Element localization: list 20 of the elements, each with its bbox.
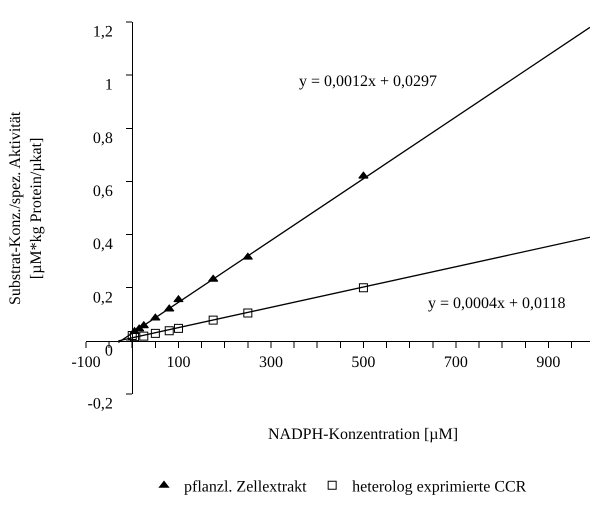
y-tick-label: 1,2	[92, 24, 113, 41]
annotation: y = 0,0004x + 0,0118	[428, 295, 566, 312]
y-tick-label: -0,2	[88, 396, 113, 413]
y-axis-title: Substrat-Konz./spez. Aktivität [µM*kg Protein/µkat]	[7, 111, 45, 305]
x-tick-label: 300	[258, 354, 283, 372]
y-tick-label: 0	[104, 342, 113, 360]
x-tick-label: 700	[444, 354, 468, 372]
y-tick-label: 1	[104, 76, 113, 94]
x-tick-label: 100	[166, 354, 190, 372]
x-tick-label: 900	[536, 354, 560, 372]
x-tick-label: 500	[351, 354, 376, 372]
annotation: y = 0,0012x + 0,0297	[299, 73, 438, 90]
legend-label: heterolog exprimierte CCR	[352, 478, 527, 496]
x-tick-label: -100	[71, 354, 101, 372]
y-tick-label: 0,6	[92, 183, 113, 200]
x-axis-title: NADPH-Konzentration [µM]	[268, 426, 458, 443]
y-tick-label: 0,2	[92, 289, 113, 306]
y-tick-label: 0,8	[92, 130, 113, 147]
legend-label: pflanzl. Zellextrakt	[184, 478, 308, 496]
y-tick-label: 0,4	[92, 236, 113, 254]
